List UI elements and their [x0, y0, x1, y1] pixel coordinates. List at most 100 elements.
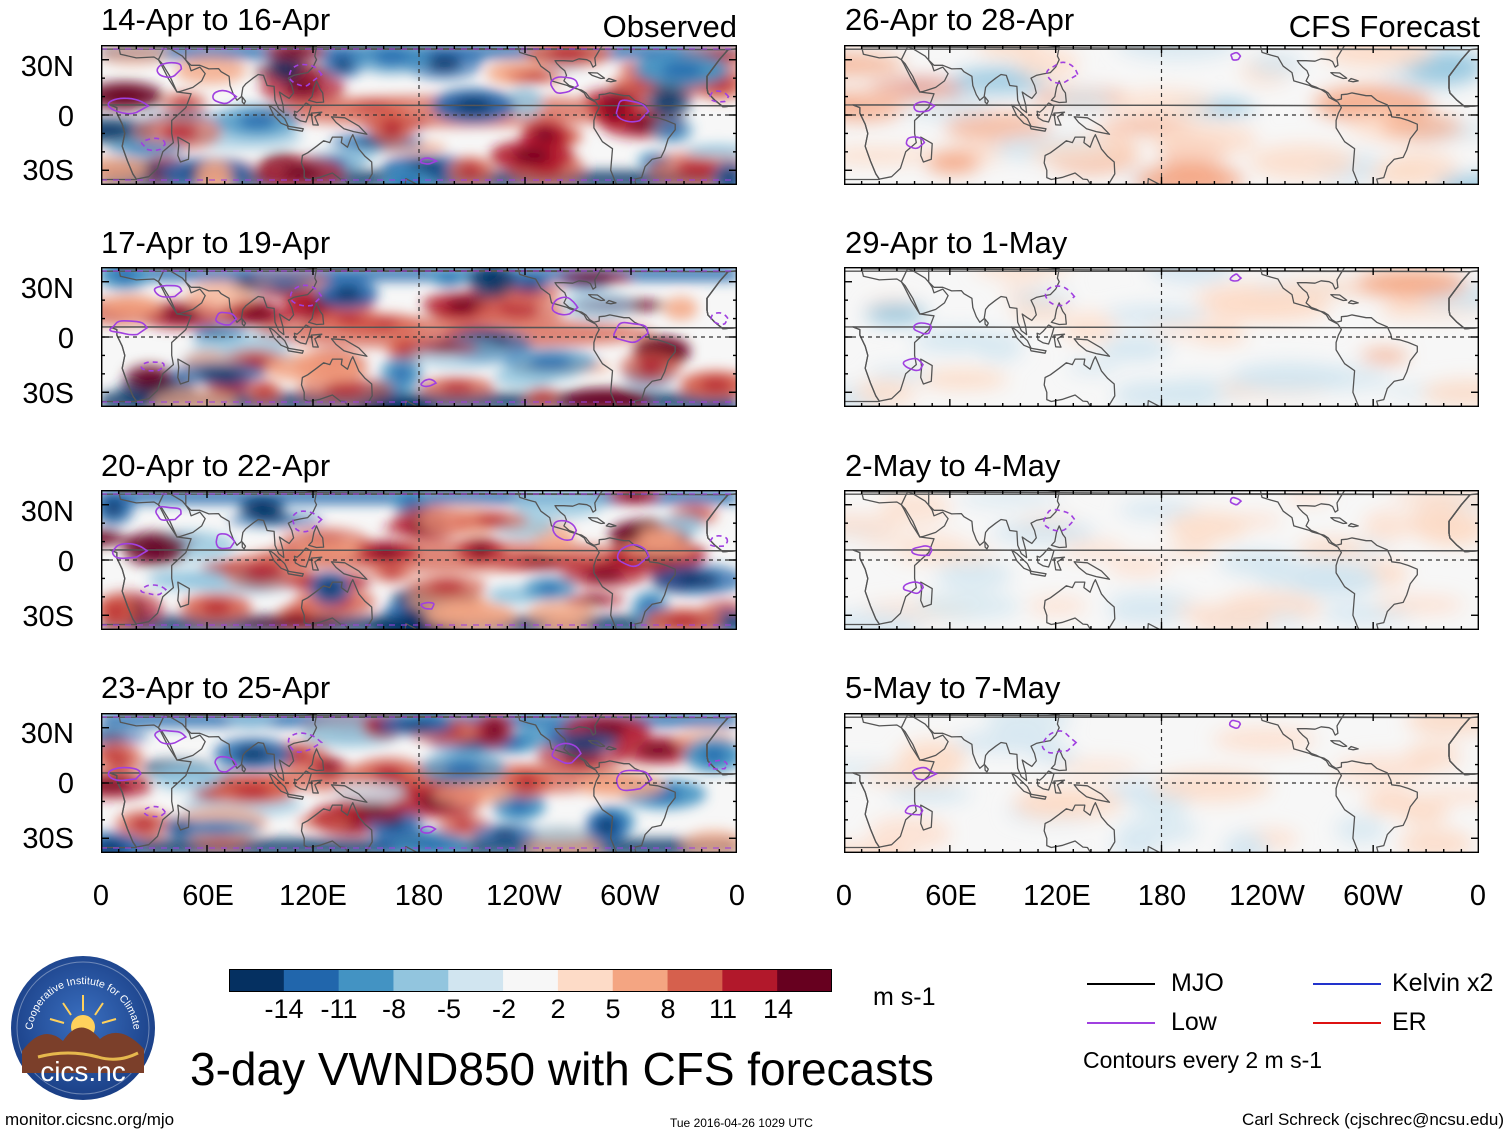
map-fc-4	[844, 713, 1479, 853]
map-svg-fc-2	[844, 267, 1479, 407]
colorbar-tick-1: -14	[264, 994, 304, 1024]
lat-label-eq-3: 0	[57, 546, 74, 578]
lon-label-left-180: 180	[394, 880, 444, 912]
map-svg-fc-4	[844, 713, 1479, 853]
map-frame	[844, 713, 1479, 853]
map-obs-3	[101, 490, 737, 630]
observed-label: Observed	[602, 9, 737, 44]
legend-label-er: ER	[1392, 1008, 1427, 1036]
lon-label-left-60e: 60E	[182, 880, 234, 912]
colorbar-tick-4: -5	[436, 994, 461, 1024]
map-svg-fc-3	[844, 490, 1479, 630]
panel-title-obs-3: 20-Apr to 22-Apr	[101, 448, 331, 483]
map-frame	[101, 267, 737, 407]
legend-label-low: Low	[1171, 1008, 1217, 1036]
wind-field	[101, 45, 737, 185]
colorbar-tick-5: -2	[491, 994, 516, 1024]
colorbar-swatch	[448, 969, 504, 992]
lon-label-right-120w: 120W	[1229, 880, 1305, 912]
colorbar-tick-2: -11	[320, 994, 358, 1024]
footer-author: Carl Schreck (cjschrec@ncsu.edu)	[1242, 1110, 1504, 1129]
forecast-label: CFS Forecast	[1288, 9, 1480, 44]
colorbar-svg	[229, 969, 833, 992]
map-frame	[844, 490, 1479, 630]
colorbar-tick-9: 11	[708, 994, 738, 1024]
low-contours	[905, 51, 1242, 150]
lat-label-30n-2: 30N	[20, 273, 74, 305]
lon-label-left-120w: 120W	[486, 880, 562, 912]
lon-label-left-60w: 60W	[600, 880, 660, 912]
map-svg-obs-2	[101, 267, 737, 407]
panel-title-fc-1: 26-Apr to 28-Apr	[845, 2, 1075, 37]
colorbar-swatch	[229, 969, 285, 992]
colorbar-units: m s-1	[873, 983, 936, 1011]
coastlines	[844, 45, 1479, 185]
low-contours	[904, 719, 1242, 816]
map-frame	[101, 490, 737, 630]
lat-label-eq-2: 0	[57, 323, 74, 355]
coastlines	[844, 713, 1479, 853]
legend-line-low	[1087, 1022, 1155, 1024]
wind-field	[844, 490, 1479, 630]
logo: Cooperative Institute for Climate and Sa…	[4, 944, 158, 1103]
lat-label-30n-3: 30N	[20, 496, 74, 528]
lat-label-30s-4: 30S	[22, 823, 74, 855]
colorbar-tick-8: 8	[660, 994, 676, 1024]
colorbar-tick-3: -8	[381, 994, 406, 1024]
colorbar-swatch	[393, 969, 449, 992]
panel-title-obs-2: 17-Apr to 19-Apr	[101, 225, 331, 260]
colorbar-swatch	[557, 969, 614, 992]
colorbar-swatch	[503, 969, 559, 992]
colorbar-swatch	[283, 969, 340, 992]
colorbar	[229, 969, 833, 992]
map-fc-2	[844, 267, 1479, 407]
colorbar-swatch	[777, 969, 833, 992]
logo-name: cics.nc	[40, 1056, 126, 1087]
coastlines	[101, 267, 737, 407]
logo-svg: Cooperative Institute for Climate and Sa…	[4, 944, 155, 1100]
map-svg-fc-1	[844, 45, 1479, 185]
figure-title: 3-day VWND850 with CFS forecasts	[190, 1043, 934, 1095]
coastlines	[101, 713, 737, 853]
legend-label-mjo: MJO	[1171, 969, 1224, 997]
map-fc-1	[844, 45, 1479, 185]
map-obs-4	[101, 713, 737, 853]
colorbar-tick-10: 14	[762, 994, 794, 1024]
colorbar-swatch	[338, 969, 395, 992]
panel-title-fc-4: 5-May to 7-May	[845, 670, 1061, 705]
lon-label-right-120e: 120E	[1023, 880, 1091, 912]
map-svg-obs-1	[101, 45, 737, 185]
map-obs-1	[101, 45, 737, 185]
lon-label-right-180: 180	[1137, 880, 1187, 912]
colorbar-swatch	[667, 969, 723, 992]
lon-label-left-0: 0	[92, 880, 110, 912]
map-frame	[101, 45, 737, 185]
lat-label-30s-1: 30S	[22, 155, 74, 187]
map-svg-obs-4	[101, 713, 737, 853]
lon-label-left-120e: 120E	[279, 880, 347, 912]
lon-label-right-60w: 60W	[1343, 880, 1403, 912]
map-fc-3	[844, 490, 1479, 630]
coastlines	[101, 45, 737, 185]
lat-label-30s-3: 30S	[22, 601, 74, 633]
map-frame	[844, 267, 1479, 407]
lon-label-right-0-end: 0	[1469, 880, 1487, 912]
colorbar-swatch	[722, 969, 778, 992]
lon-label-right-0: 0	[835, 880, 853, 912]
wind-field	[101, 267, 737, 407]
colorbar-tick-7: 5	[605, 994, 621, 1024]
panel-title-obs-1: 14-Apr to 16-Apr	[101, 2, 331, 37]
legend-label-kelvin: Kelvin x2	[1392, 969, 1494, 997]
map-svg-obs-3	[101, 490, 737, 630]
lat-label-eq-4: 0	[57, 768, 74, 800]
colorbar-swatch	[612, 969, 669, 992]
map-frame	[844, 45, 1479, 185]
low-contours	[902, 496, 1243, 595]
lat-label-30n-1: 30N	[20, 51, 74, 83]
lon-label-left-0-end: 0	[728, 880, 746, 912]
legend-note: Contours every 2 m s-1	[1083, 1047, 1323, 1073]
map-obs-2	[101, 267, 737, 407]
lon-label-right-60e: 60E	[925, 880, 977, 912]
panel-title-fc-3: 2-May to 4-May	[845, 448, 1061, 483]
panel-title-fc-2: 29-Apr to 1-May	[845, 225, 1068, 260]
